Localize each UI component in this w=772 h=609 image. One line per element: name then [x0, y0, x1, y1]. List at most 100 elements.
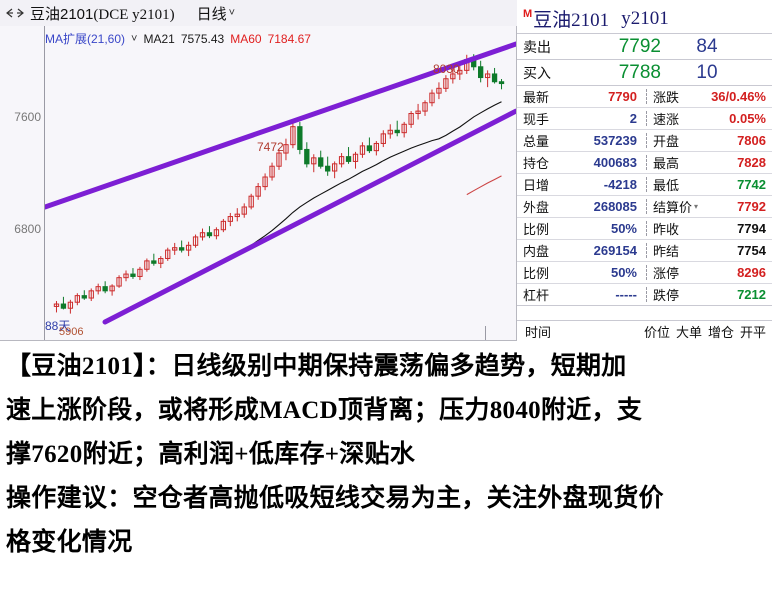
price-chart-panel[interactable]: MA扩展(21,60) ˅ MA21 7575.43 MA60 7184.67 … [0, 26, 517, 341]
chevron-down-icon: ˅ [228, 7, 236, 19]
stat-value-right: 7742 [737, 177, 766, 192]
stat-label-right-text: 结算价 [653, 200, 693, 215]
period-selector[interactable]: 日线 ˅ [197, 3, 235, 24]
stat-label-left: 总量 [523, 134, 550, 149]
col-oi-change: 增仓 [707, 324, 734, 340]
ma21-value: 7575.43 [180, 31, 225, 46]
stat-label-right-text: 开盘 [653, 134, 680, 149]
column-divider [646, 177, 648, 192]
chevron-down-icon[interactable]: ˅ [131, 32, 138, 45]
col-time: 时间 [525, 324, 552, 340]
stat-value-right: 36/0.46% [711, 89, 766, 104]
stat-value-left: 50% [610, 265, 637, 280]
analysis-commentary: 【豆油2101】：日线级别中期保持震荡偏多趋势，短期加 速上涨阶段，或将形成MA… [0, 341, 772, 609]
column-divider [646, 221, 648, 236]
ask-label: 卖出 [523, 38, 551, 55]
quote-stat-row: 日增 -4218 最低 7742 [517, 173, 772, 195]
stat-label-right: 速涨 [653, 109, 705, 128]
quote-stat-row: 总量 537239 开盘 7806 [517, 129, 772, 151]
column-divider [646, 133, 648, 148]
stat-label-right-text: 最高 [653, 156, 680, 171]
ma21-label: MA21 [143, 31, 175, 46]
stat-label-right: 最低 [653, 175, 705, 194]
stat-value-right: 7806 [737, 133, 766, 148]
col-open-close: 开平 [739, 324, 766, 340]
chart-plot-area[interactable]: 8030 7472 88天 5906 [45, 26, 516, 340]
commentary-line-1: 【豆油2101】：日线级别中期保持震荡偏多趋势，短期加 [6, 353, 627, 380]
ask-row[interactable]: 卖出 7792 84 [517, 34, 772, 60]
quote-panel: M 豆油2101 y2101 卖出 7792 84 买入 7788 10 最新 7… [517, 0, 772, 340]
stat-value-right: 7754 [737, 243, 766, 258]
stat-value-left: -4218 [603, 177, 637, 192]
stat-label-right-text: 涨跌 [653, 90, 680, 105]
stat-label-right-text: 速涨 [653, 112, 680, 127]
axis-line [44, 26, 45, 340]
stat-label-right-text: 最低 [653, 178, 680, 193]
market-badge-icon: M [523, 8, 533, 20]
period-label: 日线 [196, 5, 227, 23]
stat-label-right: 最高 [653, 153, 705, 172]
bid-label: 买入 [523, 64, 551, 81]
bid-volume: 10 [696, 61, 718, 83]
ask-price: 7792 [618, 35, 661, 57]
column-divider [646, 243, 648, 258]
column-divider [646, 89, 648, 104]
symbol-name: 豆油2101 [30, 5, 94, 23]
stat-label-left: 最新 [523, 90, 550, 105]
stat-label-left: 现手 [523, 112, 550, 127]
stat-value-right: 0.05% [729, 111, 766, 126]
stat-value-right: 7828 [737, 155, 766, 170]
stat-label-right-text: 涨停 [653, 266, 680, 281]
stat-value-left: 268085 [593, 199, 637, 214]
col-price: 价位 [643, 324, 670, 340]
column-divider [646, 287, 648, 302]
stat-label-right-text: 跌停 [653, 288, 680, 303]
stat-label-left: 内盘 [523, 244, 550, 259]
quote-header[interactable]: M 豆油2101 y2101 [517, 4, 772, 34]
stat-value-left: ----- [615, 287, 637, 302]
stat-value-left: 50% [610, 221, 637, 236]
stat-label-right: 涨停 [653, 263, 705, 282]
stat-label-right: 开盘 [653, 131, 705, 150]
stat-value-left: 7790 [608, 89, 637, 104]
tick-table-header: 时间 价位 大单 增仓 开平 [517, 320, 772, 341]
quote-stat-row: 外盘 268085 结算价 ▾ 7792 [517, 195, 772, 217]
bid-price: 7788 [618, 61, 661, 83]
stat-label-right-text: 昨收 [653, 222, 680, 237]
quote-name: 豆油2101 [533, 10, 610, 31]
column-divider [646, 111, 648, 126]
y-tick-6800: 6800 [14, 222, 41, 236]
stat-label-right: 涨跌 [653, 87, 705, 106]
quote-stat-row: 持仓 400683 最高 7828 [517, 151, 772, 173]
stat-value-right: 7792 [737, 199, 766, 214]
quote-stat-row: 比例 50% 昨收 7794 [517, 217, 772, 239]
annotation-low-price: 5906 [59, 326, 84, 338]
ma-legend: MA扩展(21,60) ˅ MA21 7575.43 MA60 7184.67 [45, 30, 311, 47]
stat-value-left: 269154 [593, 243, 637, 258]
axis-tick [485, 326, 486, 340]
ma60-value: 7184.67 [267, 31, 311, 46]
stat-label-right: 昨收 [653, 219, 705, 238]
ma-indicator-label[interactable]: MA扩展(21,60) [45, 32, 126, 46]
quote-stat-row: 内盘 269154 昨结 7754 [517, 239, 772, 261]
back-forward-icon[interactable] [0, 0, 30, 26]
chevron-down-icon[interactable]: ▾ [694, 202, 699, 211]
stat-label-right: 跌停 [653, 285, 705, 304]
stat-value-left: 400683 [593, 155, 637, 170]
stat-label-left: 外盘 [523, 200, 550, 215]
stat-label-left: 杠杆 [523, 288, 550, 303]
stat-label-right: 结算价 ▾ [653, 197, 705, 216]
commentary-line-4: 操作建议：空仓者高抛低吸短线交易为主，关注外盘现货价 [6, 485, 664, 512]
symbol-title[interactable]: 豆油2101(DCE y2101) [30, 3, 175, 24]
stat-label-right: 昨结 [653, 241, 705, 260]
commentary-line-5: 格变化情况 [6, 529, 133, 556]
price-axis: 7600 6800 [0, 26, 44, 340]
bid-row[interactable]: 买入 7788 10 [517, 60, 772, 86]
quote-code: y2101 [621, 7, 669, 29]
ma60-label: MA60 [230, 31, 262, 46]
stat-label-left: 持仓 [523, 156, 550, 171]
days-count-label: 88天 [45, 319, 71, 333]
quote-stat-row: 最新 7790 涨跌 36/0.46% [517, 86, 772, 107]
annotation-high-price: 8030 [433, 62, 460, 76]
